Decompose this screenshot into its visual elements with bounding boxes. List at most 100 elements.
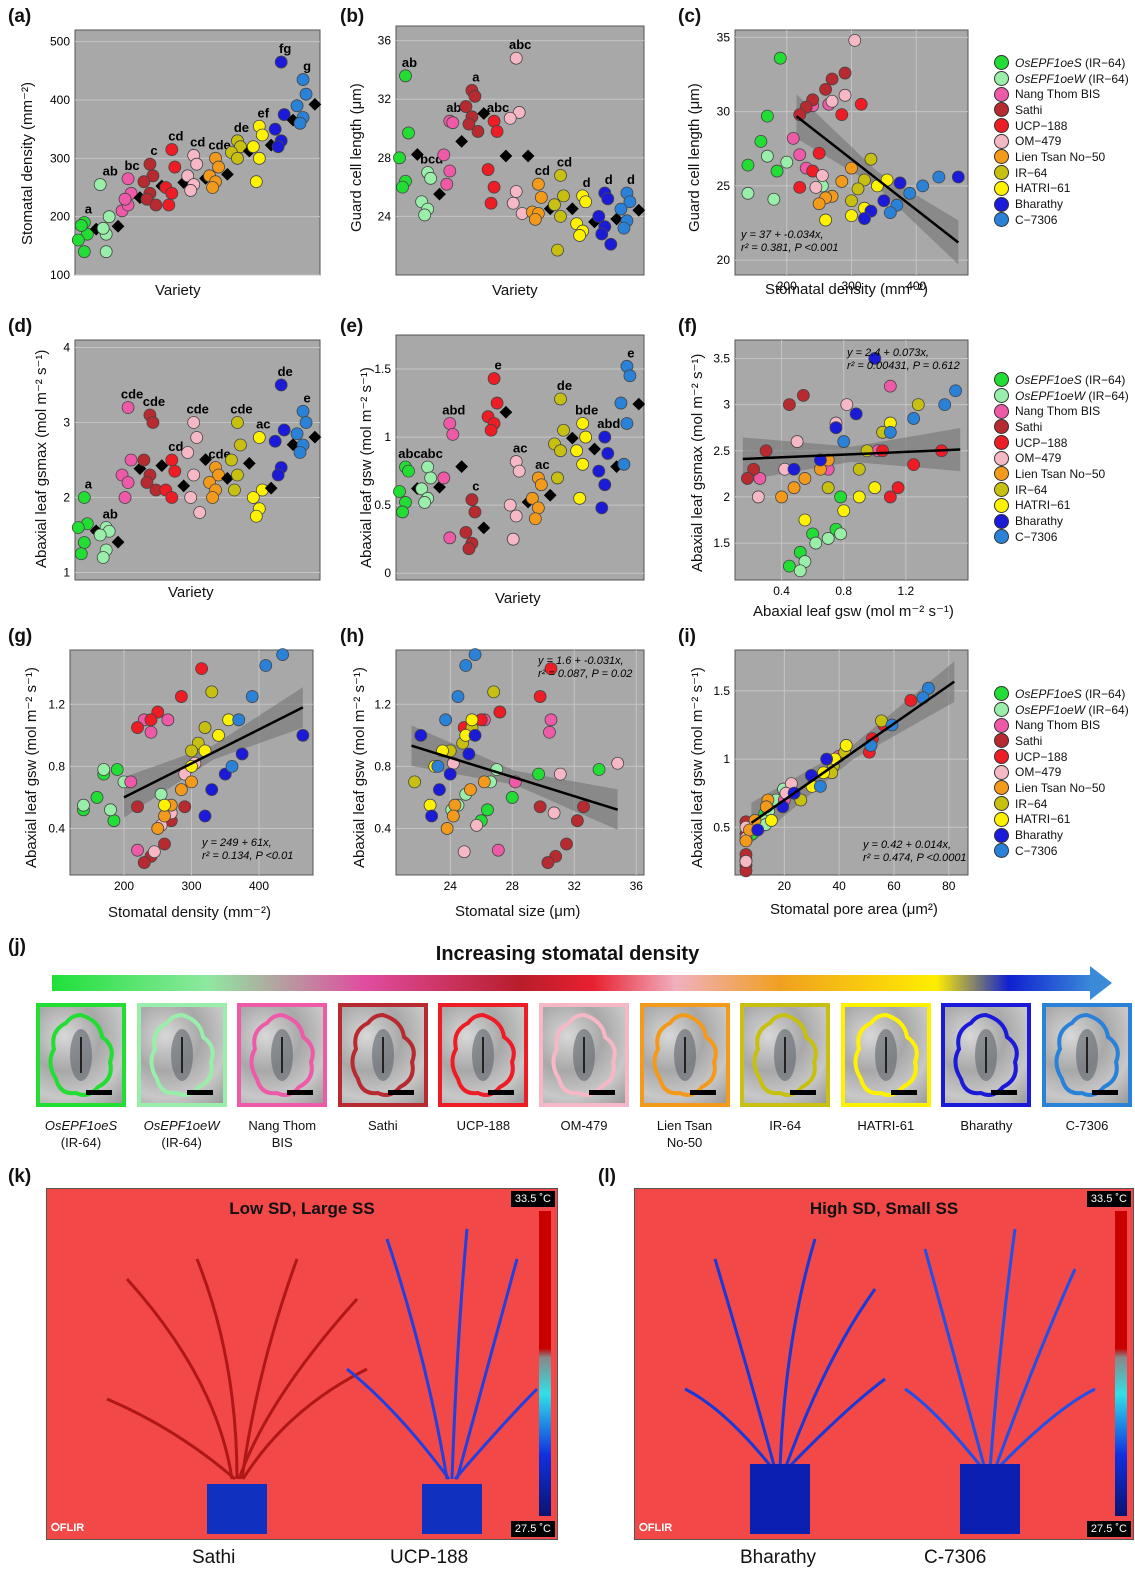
stomata-label: UCP-188: [456, 1118, 511, 1133]
xlabel-h: Stomatal size (μm): [455, 903, 581, 920]
data-point-OsEPF1oeW: [415, 482, 429, 496]
data-point-IR-64: [234, 140, 247, 154]
data-point-UCP-188: [165, 143, 179, 156]
legend-entry: HATRI−61: [994, 811, 1129, 828]
legend-entry: Bharathy: [994, 196, 1129, 212]
legend-label: IR−64: [1015, 796, 1048, 811]
stomata-label: Nang Thom BIS: [248, 1118, 317, 1150]
stomata-image-C-7306: [1042, 1003, 1132, 1107]
chart-g: 0.4 0.8 1.2 200 300 400 y = 249 + 61x,r² = 0.1…: [48, 648, 314, 893]
legend-swatch: [994, 717, 1009, 733]
data-point-Bharathy: [598, 478, 612, 492]
stomata-image-Lien Tsan: [639, 1003, 730, 1107]
legend-label: IR−64: [1015, 165, 1048, 180]
data-point-C-7306: [932, 170, 946, 184]
data-point-IR-64: [487, 685, 501, 699]
data-point-OM-479: [187, 416, 201, 429]
data-point-Bharathy: [858, 212, 871, 225]
panel-letter-l: (l): [598, 1166, 616, 1187]
legend-swatch: [994, 435, 1009, 451]
data-point-UCP-188: [490, 125, 504, 138]
data-point-C-7306: [623, 195, 637, 209]
legend-swatch: [994, 71, 1009, 87]
data-point-Lien Tsan: [528, 512, 542, 526]
data-point-C-7306: [431, 759, 445, 773]
data-point-Sathi: [143, 157, 157, 171]
significance-letter: a: [85, 477, 93, 492]
data-point-Sathi: [140, 476, 154, 489]
data-point-UCP-188: [165, 453, 179, 467]
legend-swatch: [994, 419, 1009, 435]
y-tick-label: 200: [50, 210, 70, 224]
legend-entry: OsEPF1oeW (IR−64): [994, 71, 1129, 87]
xlabel-g: Stomatal density (mm⁻²): [108, 904, 271, 921]
data-point-Lien Tsan: [448, 798, 462, 812]
data-point-Nang Thom: [753, 472, 767, 485]
legend-label: Bharathy: [1015, 828, 1064, 843]
legend-entry: Nang Thom BIS: [994, 86, 1129, 102]
data-point-Nang Thom: [443, 531, 457, 545]
data-point-Sathi: [178, 800, 192, 814]
legend-swatch: [994, 165, 1009, 181]
data-point-Nang Thom: [121, 172, 135, 186]
legend-entry: HATRI−61: [994, 180, 1129, 197]
data-point-HATRI-61: [423, 798, 437, 812]
data-point-Bharathy: [868, 352, 882, 365]
legend-entry: Lien Tsan No−50: [994, 149, 1129, 165]
data-point-Sathi: [468, 89, 482, 103]
data-point-UCP-188: [493, 705, 507, 719]
legend-label: UCP−188: [1015, 118, 1068, 133]
legend-label: HATRI−61: [1015, 181, 1071, 196]
data-point-HATRI-61: [579, 430, 593, 444]
significance-letter: d: [583, 175, 591, 190]
y-tick-label: 3: [63, 416, 70, 430]
data-point-IR-64: [198, 721, 212, 734]
data-point-OsEPF1oeS: [741, 158, 755, 172]
ylabel-c: Guard cell length (μm): [686, 83, 703, 232]
data-point-C-7306: [459, 659, 473, 672]
significance-letter: cde: [208, 137, 230, 152]
stomata-image-UCP-188: [438, 1003, 529, 1107]
stomata-label: Lien Tsan No-50: [656, 1118, 713, 1150]
data-point-Bharathy: [274, 55, 288, 69]
data-point-Nang Thom: [437, 471, 451, 485]
data-point-OM-479: [190, 431, 204, 444]
data-point-Bharathy: [462, 747, 476, 761]
legend-swatch: [994, 482, 1009, 498]
legend-entry: C−7306: [994, 529, 1129, 545]
data-point-OsEPF1oeS: [396, 505, 409, 519]
data-point-Nang Thom: [118, 192, 132, 206]
legend-label: HATRI−61: [1015, 498, 1071, 513]
data-point-C-7306: [617, 221, 631, 235]
data-point-OsEPF1oeW: [102, 210, 116, 224]
data-point-OsEPF1oeS: [77, 245, 91, 259]
legend-swatch: [994, 686, 1009, 702]
panel-letter-c: (c): [678, 6, 702, 27]
mean-marker: [221, 167, 234, 181]
data-point-HATRI-61: [576, 457, 590, 471]
arrow-right-icon: [1090, 966, 1112, 1000]
y-tick-label: 0.5: [713, 820, 730, 834]
data-point-Lien Tsan: [812, 197, 826, 211]
xlabel-f: Abaxial leaf gsw (mol m⁻² s⁻¹): [753, 603, 954, 620]
legend-label: Lien Tsan No−50: [1015, 149, 1106, 164]
legend-entry: Nang Thom BIS: [994, 717, 1129, 733]
data-point-IR-64: [852, 462, 866, 476]
data-point-OM-479: [509, 185, 523, 198]
legend-swatch: [994, 55, 1009, 71]
ylabel-d: Abaxial leaf gsmax (mol m⁻² s⁻¹): [33, 349, 50, 568]
significance-letter: ab: [103, 507, 118, 522]
panel-letter-g: (g): [8, 626, 33, 647]
data-point-OsEPF1oeS: [773, 51, 787, 65]
mean-marker: [565, 202, 579, 216]
data-point-OsEPF1oeW: [93, 528, 107, 542]
y-tick-label: 1: [63, 566, 70, 580]
stoma-outline: [1054, 1012, 1120, 1097]
data-point-Bharathy: [433, 783, 446, 797]
data-point-Bharathy: [205, 783, 219, 797]
data-point-OM-479: [506, 532, 520, 546]
data-point-OsEPF1oeW: [424, 471, 438, 485]
data-point-HATRI-61: [252, 151, 266, 165]
data-point-Nang Thom: [161, 713, 175, 727]
y-tick-label: 0.5: [374, 498, 391, 512]
